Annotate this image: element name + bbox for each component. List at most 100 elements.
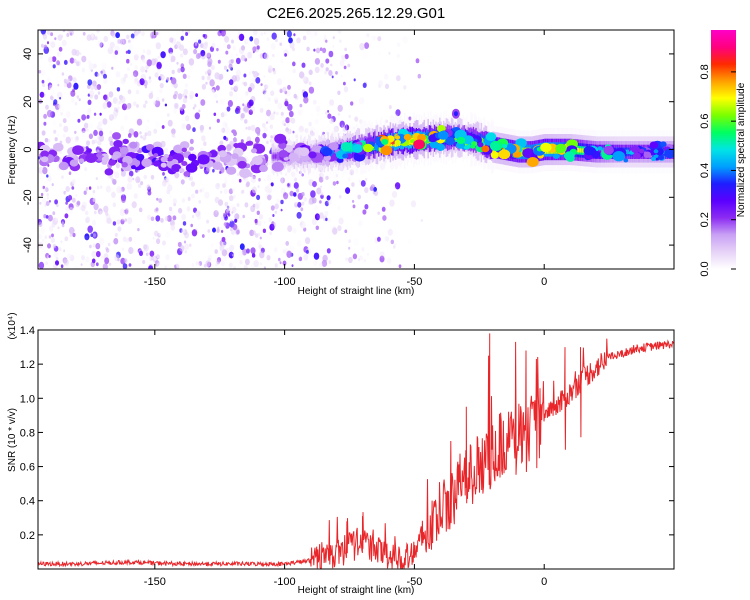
- heatmap-noise-blob: [372, 35, 377, 41]
- heatmap-y-ticks: -40 -20 0 20 40: [22, 48, 674, 253]
- heatmap-noise-blob: [215, 263, 218, 267]
- heatmap-track-blob: [470, 144, 476, 149]
- heatmap-noise-blob: [64, 145, 69, 151]
- heatmap-noise-blob: [181, 116, 186, 122]
- heatmap-noise-blob: [154, 257, 157, 261]
- heatmap-noise-blob: [120, 125, 125, 131]
- heatmap-noise-blob: [304, 128, 309, 134]
- heatmap-noise-blob: [285, 127, 289, 133]
- heatmap-noise-blob: [213, 112, 217, 117]
- heatmap-noise-blob: [65, 264, 69, 269]
- heatmap-noise-blob: [319, 185, 323, 189]
- heatmap-track-blob: [403, 133, 412, 141]
- heatmap-noise-blob: [120, 218, 125, 225]
- heatmap-noise-blob: [227, 78, 230, 83]
- heatmap-noise-blob: [255, 77, 261, 84]
- heatmap-noise-blob: [324, 70, 327, 75]
- heatmap-noise-blob: [119, 38, 125, 45]
- heatmap-noise-blob: [336, 180, 339, 185]
- heatmap-noise-blob: [296, 240, 302, 247]
- heatmap-noise-blob: [193, 48, 198, 55]
- heatmap-noise-blob: [70, 181, 75, 187]
- heatmap-noise-blob: [259, 251, 265, 259]
- heatmap-noise-blob: [122, 77, 127, 82]
- heatmap-noise-blob: [90, 69, 93, 72]
- heatmap-noise-blob: [193, 207, 197, 213]
- heatmap-noise-blob: [152, 80, 155, 84]
- heatmap-noise-blob: [52, 120, 57, 126]
- heatmap-noise-blob: [81, 114, 86, 121]
- heatmap-noise-blob: [229, 79, 234, 86]
- heatmap-track-blob: [146, 144, 155, 151]
- heatmap-noise-blob: [40, 30, 47, 35]
- heatmap-noise-blob: [92, 243, 96, 248]
- heatmap-noise-blob: [280, 177, 285, 184]
- heatmap-noise-blob: [97, 121, 103, 127]
- heatmap-noise-blob: [133, 70, 139, 77]
- heatmap-noise-blob: [189, 138, 194, 145]
- heatmap-noise-blob: [122, 192, 125, 196]
- heatmap-track-blob: [288, 152, 299, 162]
- heatmap-noise-blob: [276, 199, 280, 204]
- heatmap-noise-blob: [234, 214, 237, 218]
- heatmap-noise-blob: [86, 128, 89, 132]
- heatmap-track-blob: [445, 137, 456, 146]
- heatmap-noise-blob: [181, 123, 186, 129]
- heatmap-noise-blob: [311, 218, 317, 226]
- heatmap-track-blob: [462, 135, 474, 145]
- heatmap-noise-blob: [76, 196, 79, 200]
- heatmap-noise-blob: [181, 116, 186, 122]
- heatmap-noise-blob: [265, 84, 269, 89]
- heatmap-track-blob: [328, 142, 339, 151]
- heatmap-noise-blob: [187, 40, 193, 47]
- colorbar-tick-label: 0.2: [699, 212, 711, 227]
- heatmap-track-blob: [643, 151, 652, 158]
- heatmap-noise-blob: [258, 177, 261, 182]
- heatmap-noise-blob: [228, 251, 234, 259]
- heatmap-noise-blob: [279, 89, 283, 93]
- heatmap-noise-blob: [150, 58, 157, 66]
- heatmap-noise-blob: [314, 66, 320, 74]
- heatmap-noise-blob: [42, 238, 44, 242]
- heatmap-noise-blob: [124, 73, 128, 79]
- heatmap-noise-blob: [266, 140, 269, 145]
- heatmap-noise-blob: [231, 188, 235, 192]
- heatmap-noise-blob: [154, 99, 161, 108]
- heatmap-noise-blob: [192, 127, 196, 133]
- heatmap-noise-blob: [184, 115, 190, 122]
- heatmap-track-blob: [632, 152, 641, 159]
- heatmap-noise-blob: [109, 130, 113, 135]
- heatmap-noise-blob: [274, 210, 278, 214]
- heatmap-noise-blob: [224, 122, 228, 128]
- heatmap-noise-blob: [337, 187, 342, 194]
- heatmap-noise-blob: [87, 93, 91, 97]
- heatmap-noise-blob: [202, 42, 208, 50]
- heatmap-noise-blob: [155, 42, 161, 50]
- heatmap-noise-blob: [150, 72, 153, 76]
- heatmap-noise-blob: [57, 51, 61, 57]
- heatmap-noise-blob: [180, 107, 184, 112]
- heatmap-noise-blob: [152, 190, 158, 197]
- heatmap-noise-blob: [259, 262, 263, 266]
- heatmap-noise-blob: [238, 178, 242, 183]
- heatmap-noise-blob: [259, 236, 262, 240]
- heatmap-noise-blob: [233, 194, 236, 199]
- heatmap-noise-blob: [112, 221, 117, 226]
- heatmap-noise-blob: [180, 66, 185, 73]
- heatmap-noise-blob: [265, 84, 269, 89]
- heatmap-noise-blob: [120, 77, 126, 85]
- heatmap-noise-blob: [42, 83, 45, 88]
- heatmap-noise-blob: [53, 129, 57, 134]
- heatmap-noise-blob: [247, 86, 252, 93]
- heatmap-noise-blob: [226, 205, 230, 209]
- heatmap-noise-blob: [275, 38, 278, 42]
- heatmap-noise-blob: [96, 125, 100, 130]
- heatmap-noise-blob: [193, 247, 199, 255]
- heatmap-noise-blob: [263, 179, 266, 182]
- y-tick-label: -40: [22, 237, 34, 253]
- heatmap-noise-blob: [318, 176, 324, 183]
- heatmap-noise-blob: [359, 255, 363, 261]
- colorbar-tick-label: 0.4: [699, 163, 711, 178]
- heatmap-noise-blob: [134, 65, 138, 70]
- heatmap-track-blob: [658, 155, 665, 160]
